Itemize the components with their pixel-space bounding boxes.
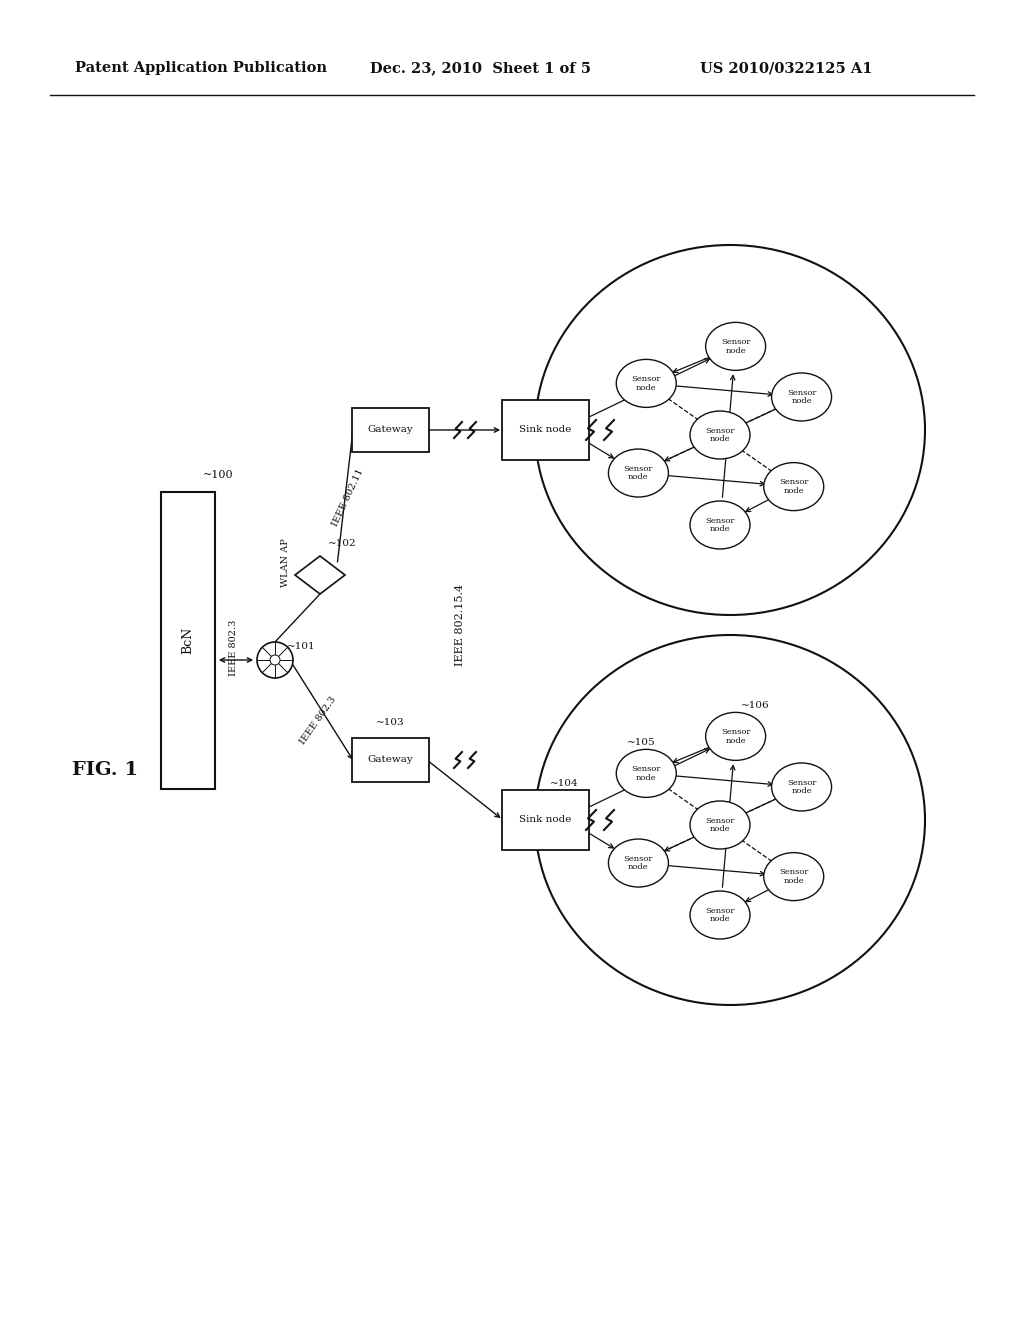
- Text: IEEE 802.3: IEEE 802.3: [298, 694, 338, 746]
- Text: ~106: ~106: [740, 701, 769, 710]
- Text: Dec. 23, 2010  Sheet 1 of 5: Dec. 23, 2010 Sheet 1 of 5: [370, 61, 591, 75]
- Text: WLAN AP: WLAN AP: [281, 539, 290, 587]
- Ellipse shape: [771, 763, 831, 810]
- Text: Sensor
node: Sensor node: [721, 338, 751, 355]
- Text: Sensor
node: Sensor node: [632, 375, 660, 392]
- Text: Gateway: Gateway: [368, 425, 413, 434]
- Text: Sensor
node: Sensor node: [779, 478, 808, 495]
- Text: FIG. 1: FIG. 1: [72, 762, 138, 779]
- Text: ~100: ~100: [203, 470, 233, 480]
- Polygon shape: [295, 556, 345, 594]
- Text: Patent Application Publication: Patent Application Publication: [75, 61, 327, 75]
- Text: Gateway: Gateway: [368, 755, 413, 764]
- Text: Sink node: Sink node: [519, 816, 571, 825]
- Text: ~104: ~104: [550, 779, 579, 788]
- Text: ~103: ~103: [376, 718, 404, 727]
- Ellipse shape: [690, 502, 750, 549]
- Ellipse shape: [608, 840, 669, 887]
- Ellipse shape: [706, 322, 766, 371]
- Circle shape: [257, 642, 293, 678]
- Text: Sensor
node: Sensor node: [624, 855, 653, 871]
- Text: Sensor
node: Sensor node: [706, 516, 734, 533]
- Ellipse shape: [690, 801, 750, 849]
- Ellipse shape: [690, 891, 750, 939]
- Circle shape: [270, 655, 280, 665]
- Ellipse shape: [608, 449, 669, 498]
- Ellipse shape: [764, 853, 823, 900]
- Text: Sensor
node: Sensor node: [706, 817, 734, 833]
- Text: IEEE 802.15.4: IEEE 802.15.4: [455, 583, 465, 667]
- Text: ~101: ~101: [287, 642, 315, 651]
- Text: Sensor
node: Sensor node: [624, 465, 653, 482]
- Text: US 2010/0322125 A1: US 2010/0322125 A1: [700, 61, 872, 75]
- FancyBboxPatch shape: [502, 789, 589, 850]
- Ellipse shape: [690, 411, 750, 459]
- Text: Sensor
node: Sensor node: [706, 426, 734, 444]
- Ellipse shape: [771, 374, 831, 421]
- FancyBboxPatch shape: [502, 400, 589, 459]
- FancyBboxPatch shape: [351, 408, 428, 451]
- Ellipse shape: [764, 462, 823, 511]
- Text: Sensor
node: Sensor node: [786, 388, 816, 405]
- Text: Sensor
node: Sensor node: [721, 729, 751, 744]
- Text: BcN: BcN: [181, 627, 195, 653]
- Text: Sensor
node: Sensor node: [706, 907, 734, 923]
- Text: ~102: ~102: [328, 539, 356, 548]
- Text: IEEE 802.11: IEEE 802.11: [331, 467, 366, 528]
- FancyBboxPatch shape: [161, 491, 215, 788]
- Ellipse shape: [616, 359, 676, 408]
- Ellipse shape: [706, 713, 766, 760]
- FancyBboxPatch shape: [351, 738, 428, 781]
- Text: ~105: ~105: [627, 738, 655, 747]
- Text: Sensor
node: Sensor node: [632, 766, 660, 781]
- Text: Sink node: Sink node: [519, 425, 571, 434]
- Ellipse shape: [616, 750, 676, 797]
- Text: Sensor
node: Sensor node: [779, 869, 808, 884]
- Text: Sensor
node: Sensor node: [786, 779, 816, 795]
- Text: IEEE 802.3: IEEE 802.3: [228, 620, 238, 676]
